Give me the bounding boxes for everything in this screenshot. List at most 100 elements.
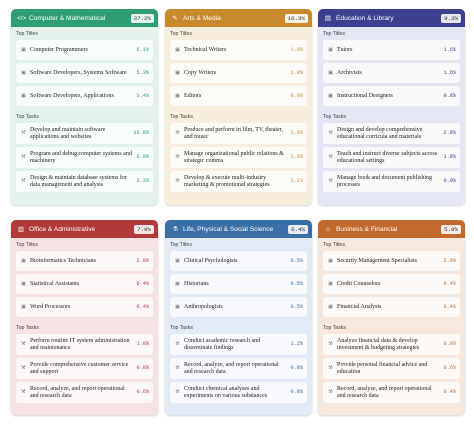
title-row: ▣ Anthropologists 0.5%: [170, 297, 307, 317]
task-label: Develop and maintain software applicatio…: [30, 126, 106, 140]
task-label: Design & maintain database systems for d…: [30, 174, 127, 188]
task-value: 6.9%: [136, 154, 149, 160]
task-value: 2.3%: [136, 178, 149, 184]
task-label: Provide personal financial advice and ed…: [337, 361, 428, 375]
task-label: Analyze financial data & develop investm…: [337, 337, 420, 351]
title-row: ▣ Software Developers, Applications 3.4%: [16, 86, 153, 106]
card-title: Life, Physical & Social Science: [183, 225, 274, 233]
task-value: 1.8%: [443, 154, 456, 160]
wrench-icon: ⚒: [175, 155, 180, 160]
bank-icon: ⌂: [326, 225, 330, 233]
title-label: Technical Writers: [184, 46, 227, 53]
task-label: Design and develop comprehensive educati…: [337, 126, 423, 140]
task-row: ⚒ Design and develop comprehensive educat…: [323, 123, 460, 144]
title-label: Credit Counselors: [337, 280, 381, 287]
person-icon: ▣: [175, 281, 180, 287]
task-row: ⚒ Provide personal financial advice and e…: [323, 358, 460, 379]
title-row: ▣ Historians 0.5%: [170, 274, 307, 294]
title-value: 0.5%: [290, 257, 303, 264]
top-tasks-label: Top Tasks: [323, 114, 346, 120]
task-value: 2.8%: [443, 130, 456, 136]
task-row: ⚒ Provide comprehensive customer service …: [16, 358, 153, 379]
wrench-icon: ⚒: [328, 131, 333, 136]
wrench-icon: ⚒: [175, 342, 180, 347]
category-card-life-physical-social-science: ⚗ Life, Physical & Social Science 6.4% T…: [165, 220, 312, 415]
person-icon: ▣: [21, 93, 26, 99]
title-value: 3.4%: [136, 92, 149, 99]
task-row: ⚒ Record, analyze, and report operational…: [16, 382, 153, 403]
card-body: Top Titles ▣ Bioinformatics Technicians 2.…: [11, 238, 158, 412]
top-tasks-label: Top Tasks: [170, 114, 193, 120]
percent-badge: 7.9%: [134, 224, 154, 234]
task-value: 1.2%: [290, 341, 303, 347]
title-row: ▣ Editors 0.9%: [170, 86, 307, 106]
title-label: Instructional Designers: [337, 92, 393, 99]
title-label: Anthropologists: [184, 303, 223, 310]
person-icon: ▣: [175, 258, 180, 264]
task-label: Manage book and document publishing proc…: [337, 174, 432, 188]
title-row: ▣ Word Processors 0.4%: [16, 297, 153, 317]
percent-badge: 9.3%: [441, 13, 461, 23]
person-icon: ▣: [175, 47, 180, 53]
task-label: Conduct chemical analyses and experiment…: [184, 385, 268, 399]
percent-badge: 5.9%: [441, 224, 461, 234]
title-label: Copy Writers: [184, 69, 217, 76]
task-value: 0.8%: [290, 365, 303, 371]
title-value: 0.4%: [443, 303, 456, 310]
task-row: ⚒ Teach and instruct diverse subjects acr…: [323, 147, 460, 168]
title-label: Historians: [184, 280, 209, 287]
person-icon: ▣: [175, 93, 180, 99]
title-label: Editors: [184, 92, 202, 99]
title-row: ▣ Software Developers, Systems Software 5.…: [16, 63, 153, 83]
title-label: Security Management Specialists: [337, 257, 417, 264]
task-row: ⚒ Conduct chemical analyses and experimen…: [170, 382, 307, 403]
title-label: Tutors: [337, 46, 353, 53]
card-body: Top Titles ▣ Security Management Speciali…: [318, 238, 465, 412]
title-row: ▣ Tutors 1.6%: [323, 40, 460, 60]
title-value: 0.4%: [136, 303, 149, 310]
wrench-icon: ⚒: [21, 131, 26, 136]
task-label: Record, analyze, and report operational …: [30, 385, 125, 399]
task-value: 0.9%: [443, 178, 456, 184]
task-value: 0.8%: [136, 365, 149, 371]
title-label: Clinical Psychologists: [184, 257, 238, 264]
card-header: ⚗ Life, Physical & Social Science 6.4%: [165, 220, 312, 238]
task-value: 0.4%: [443, 389, 456, 395]
palette-icon: ✎: [172, 15, 178, 22]
person-icon: ▣: [21, 47, 26, 53]
category-card-office-administrative: ▥ Office & Administrative 7.9% Top Title…: [11, 220, 158, 415]
task-value: 1.2%: [290, 178, 303, 184]
card-body: Top Titles ▣ Tutors 1.6% ▣ Archivists 1.6% ▣…: [318, 27, 465, 201]
person-icon: ▣: [328, 281, 333, 287]
task-label: Program and debug computer systems and m…: [30, 150, 132, 164]
title-value: 2.0%: [136, 257, 149, 264]
task-label: Record, analyze, and report operational …: [184, 361, 279, 375]
title-value: 2.0%: [443, 257, 456, 264]
percent-badge: 10.3%: [284, 13, 308, 23]
wrench-icon: ⚒: [328, 342, 333, 347]
card-title: Office & Administrative: [29, 225, 96, 233]
card-header: ▤ Education & Library 9.3%: [318, 9, 465, 27]
percent-badge: 6.4%: [288, 224, 308, 234]
person-icon: ▣: [328, 258, 333, 264]
task-value: 0.8%: [290, 389, 303, 395]
card-title: Arts & Media: [183, 14, 221, 22]
title-value: 0.5%: [290, 303, 303, 310]
title-label: Word Processors: [30, 303, 71, 310]
top-titles-label: Top Titles: [170, 242, 192, 248]
wrench-icon: ⚒: [328, 366, 333, 371]
top-tasks-label: Top Tasks: [170, 325, 193, 331]
book-icon: ▤: [324, 15, 332, 22]
person-icon: ▣: [21, 258, 26, 264]
person-icon: ▣: [328, 70, 333, 76]
task-label: Manage organizational public relations &…: [184, 150, 284, 164]
task-value: 16.8%: [133, 130, 149, 136]
title-row: ▣ Computer Programmers 6.1%: [16, 40, 153, 60]
task-label: Record, analyze, and report operational …: [337, 385, 432, 399]
card-body: Top Titles ▣ Clinical Psychologists 0.5% ▣…: [165, 238, 312, 412]
wrench-icon: ⚒: [175, 131, 180, 136]
title-label: Computer Programmers: [30, 46, 88, 53]
card-header: ⌂ Business & Financial 5.9%: [318, 220, 465, 238]
task-row: ⚒ Record, analyze, and report operational…: [170, 358, 307, 379]
card-body: Top Titles ▣ Computer Programmers 6.1% ▣ So…: [11, 27, 158, 201]
